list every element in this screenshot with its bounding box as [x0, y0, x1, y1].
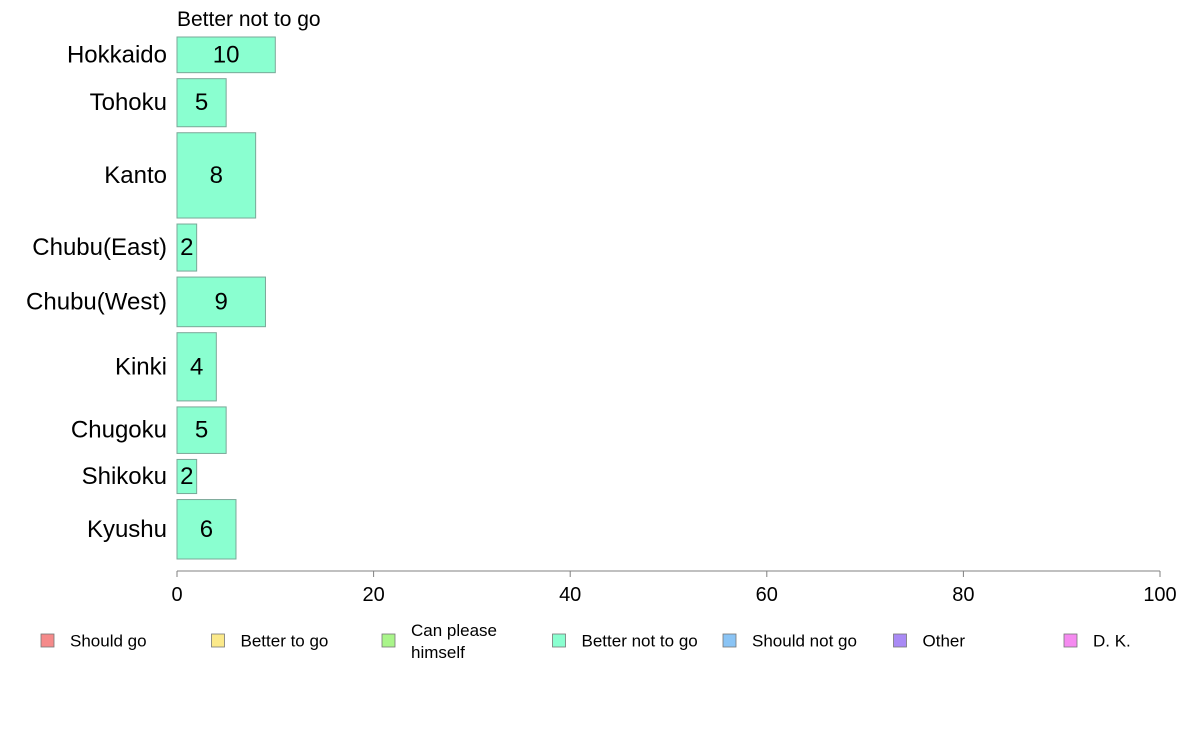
legend-label: Better to go: [241, 632, 329, 651]
bar-chugoku: [176, 406, 227, 454]
legend-swatch: [893, 633, 907, 648]
bar-chubu-east: [176, 223, 198, 272]
bars: Hokkaido 10 Tohoku 5 Kanto 8 Chubu(East) 2 Chubu…: [26, 36, 276, 560]
x-tick-label: 40: [559, 584, 581, 606]
legend-label: D. K.: [1093, 632, 1131, 651]
legend: Should go Better to go Can please himself Be…: [40, 621, 1131, 662]
bar-shikoku: [176, 458, 198, 495]
x-axis: 0 20 40 60 80 100: [171, 570, 1177, 606]
x-tick-label: 60: [756, 584, 778, 606]
legend-swatch: [40, 633, 55, 648]
bar-hokkaido: [176, 36, 276, 74]
legend-swatch: [381, 633, 396, 648]
category-label: Chubu(East): [32, 234, 167, 261]
category-label: Kyushu: [87, 516, 167, 543]
legend-swatch: [552, 633, 566, 648]
x-tick-label: 80: [952, 584, 974, 606]
legend-swatch: [722, 633, 737, 648]
legend-swatch: [211, 633, 225, 648]
legend-label-line: Can please: [411, 621, 497, 640]
category-label: Shikoku: [82, 463, 167, 490]
category-label: Kinki: [115, 353, 167, 380]
category-label: Chubu(West): [26, 288, 167, 315]
value-label: 2: [180, 234, 193, 261]
x-tick-label: 100: [1143, 584, 1176, 606]
value-label: 8: [210, 162, 223, 189]
bar-kanto: [176, 132, 257, 219]
category-label: Kanto: [104, 162, 167, 189]
legend-swatch: [1063, 633, 1078, 648]
value-label: 9: [215, 288, 228, 315]
category-label: Tohoku: [90, 89, 167, 116]
chart-title: Better not to go: [177, 8, 321, 31]
value-label: 6: [200, 516, 213, 543]
value-label: 10: [213, 41, 240, 68]
bar-chubu-west: [176, 276, 266, 328]
x-tick-label: 0: [171, 584, 182, 606]
bar-kyushu: [176, 499, 237, 560]
bar-kinki: [176, 332, 217, 402]
legend-label: Better not to go: [582, 632, 698, 651]
bar-tohoku: [176, 78, 227, 128]
value-label: 2: [180, 463, 193, 490]
legend-label-line: himself: [411, 643, 465, 662]
category-label: Chugoku: [71, 417, 167, 444]
category-label: Hokkaido: [67, 41, 167, 68]
legend-label: Should go: [70, 632, 147, 651]
legend-label: Should not go: [752, 632, 857, 651]
value-label: 4: [190, 353, 203, 380]
legend-label: Can please himself: [411, 621, 497, 662]
legend-label: Other: [923, 632, 966, 651]
value-label: 5: [195, 417, 208, 444]
value-label: 5: [195, 89, 208, 116]
x-tick-label: 20: [362, 584, 384, 606]
